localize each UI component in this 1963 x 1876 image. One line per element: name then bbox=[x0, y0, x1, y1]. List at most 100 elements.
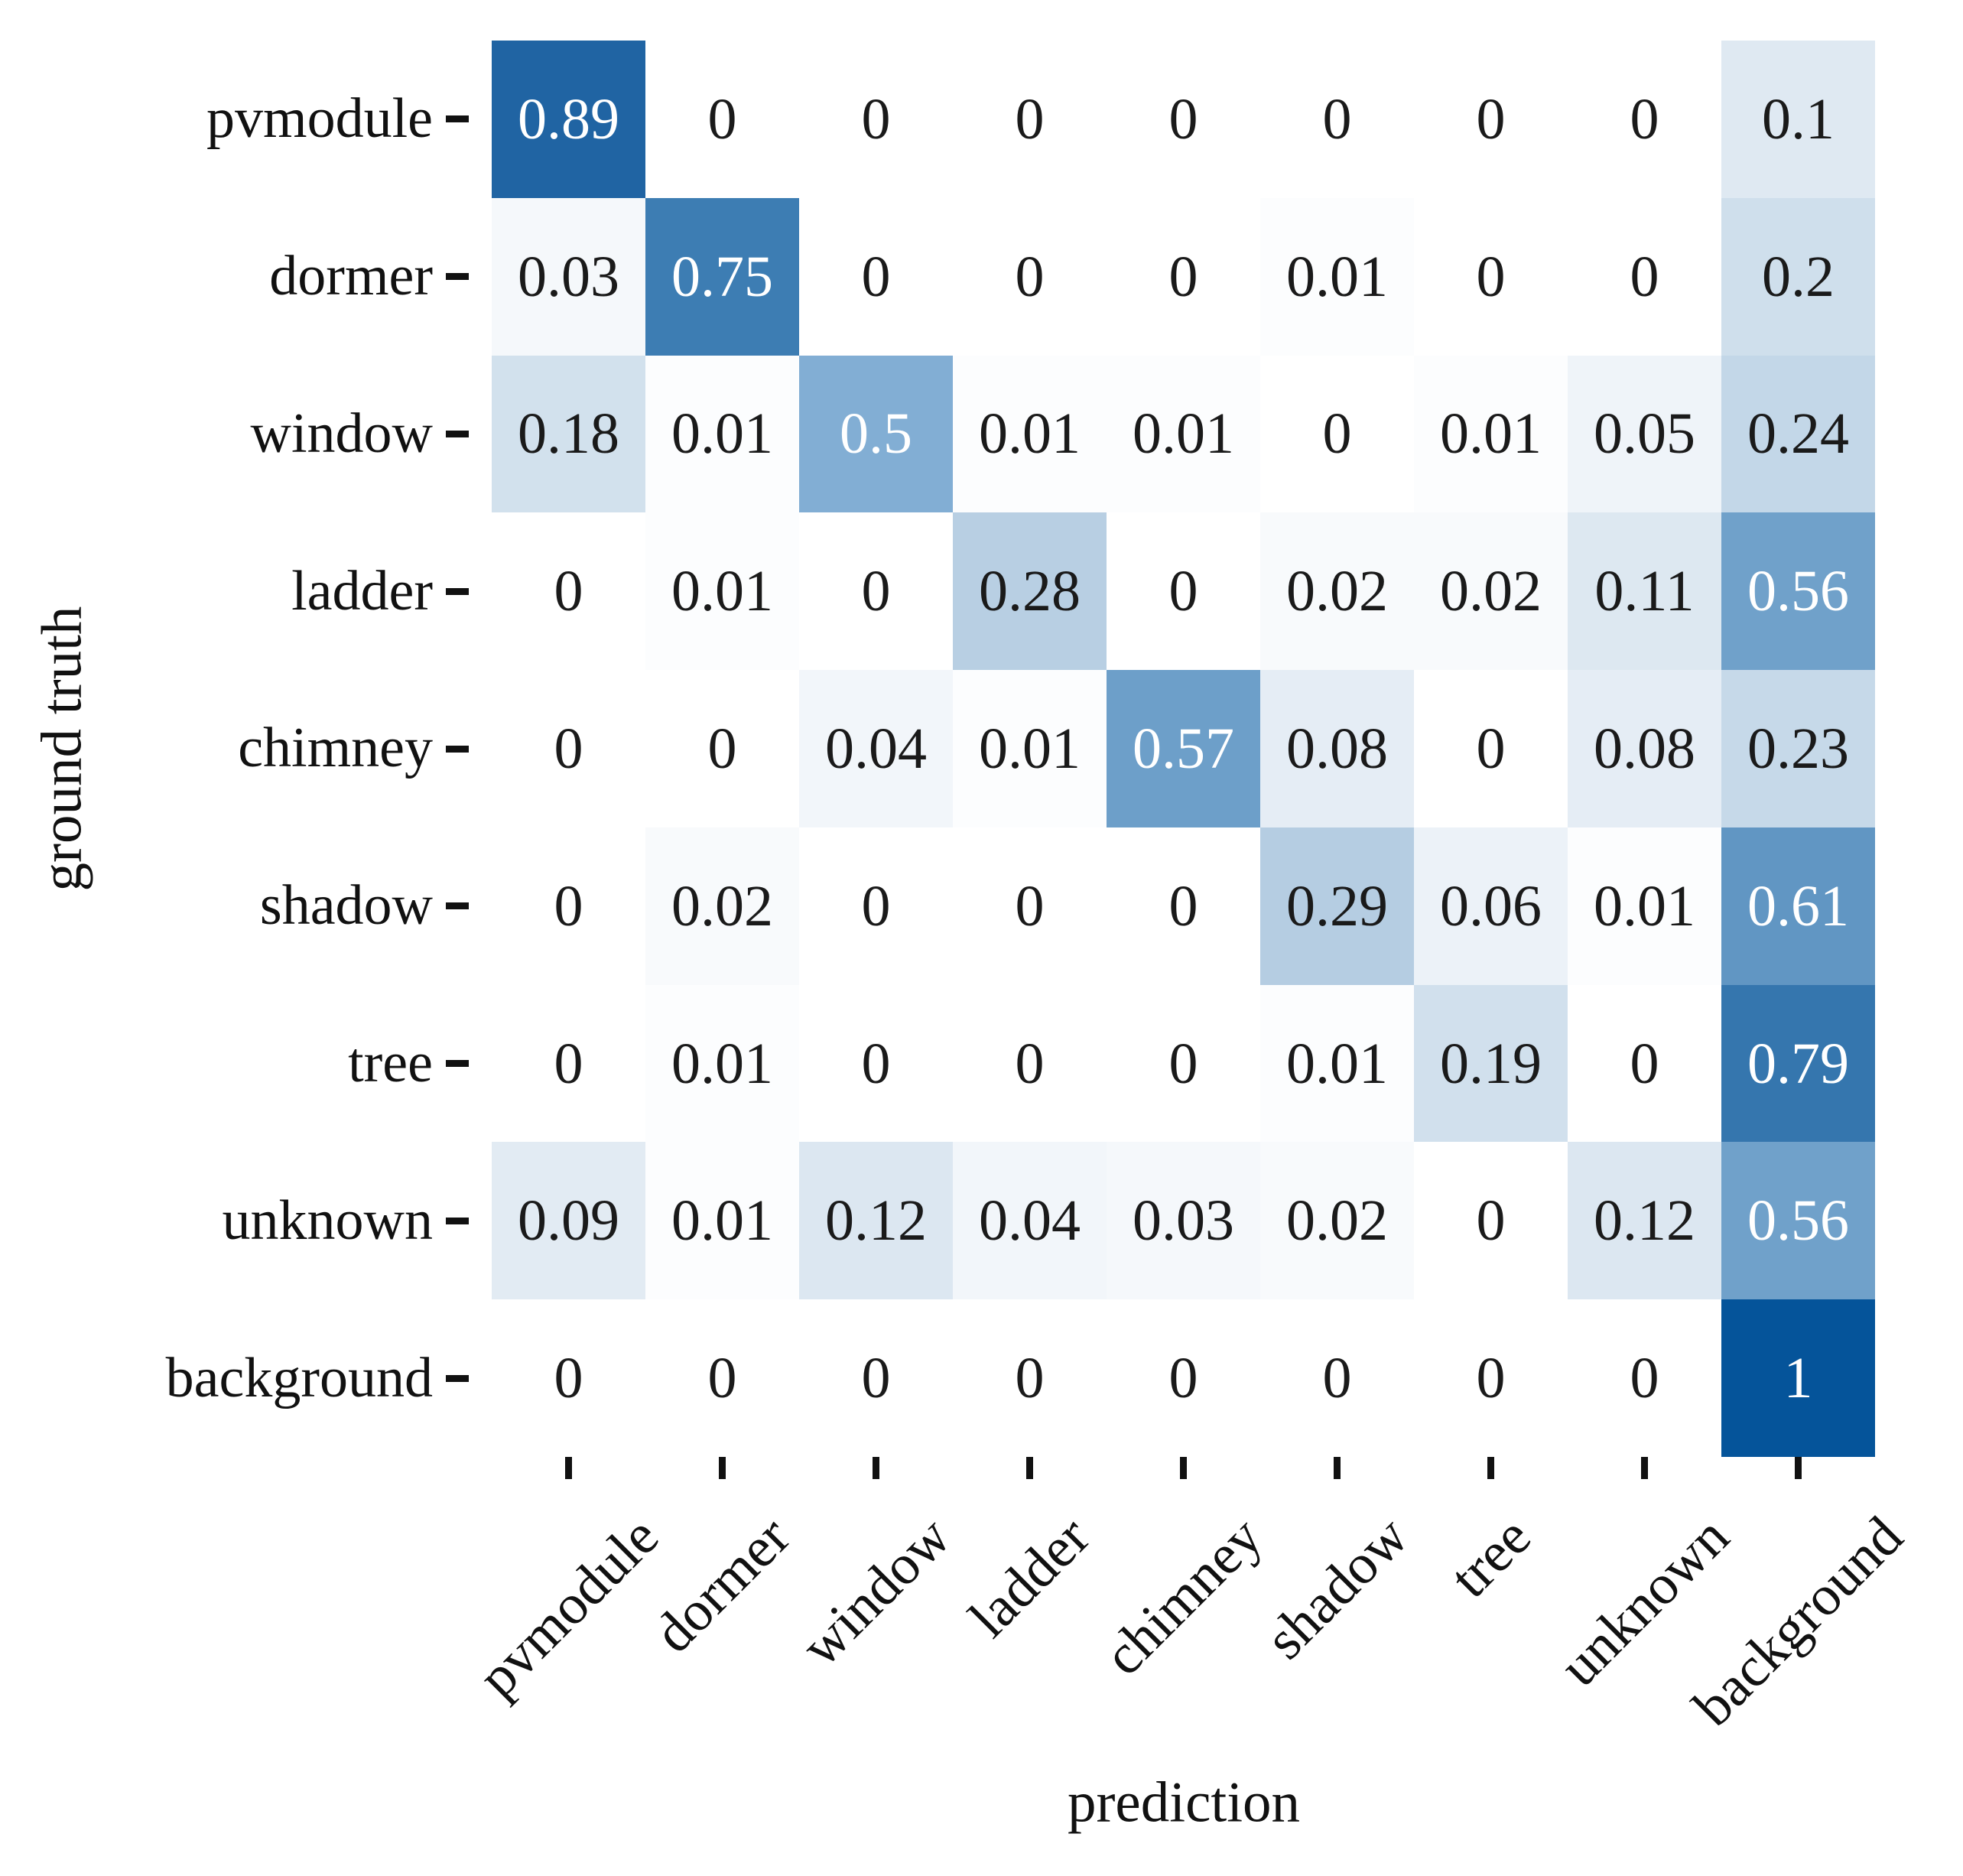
y-tick-label-chimney: chimney bbox=[238, 717, 433, 780]
matrix-cell-chimney-dormer: 0 bbox=[645, 670, 799, 827]
matrix-cell-pvmodule-dormer: 0 bbox=[645, 41, 799, 198]
cell-value: 0.01 bbox=[979, 716, 1081, 781]
matrix-cell-pvmodule-pvmodule: 0.89 bbox=[492, 41, 645, 198]
cell-value: 0.19 bbox=[1440, 1031, 1542, 1096]
cell-value: 0.01 bbox=[671, 1188, 773, 1253]
matrix-cell-shadow-dormer: 0.02 bbox=[645, 827, 799, 985]
cell-value: 0.28 bbox=[979, 559, 1081, 624]
matrix-cell-shadow-tree: 0.06 bbox=[1414, 827, 1568, 985]
matrix-cell-unknown-unknown: 0.12 bbox=[1568, 1142, 1721, 1300]
cell-value: 0.01 bbox=[1286, 244, 1388, 309]
matrix-cell-ladder-dormer: 0.01 bbox=[645, 512, 799, 671]
cell-value: 0.12 bbox=[1594, 1188, 1695, 1253]
cell-value: 1 bbox=[1783, 1346, 1813, 1411]
y-tick-mark bbox=[446, 1060, 469, 1068]
matrix-cell-chimney-tree: 0 bbox=[1414, 670, 1568, 827]
cell-value: 0.11 bbox=[1594, 559, 1695, 624]
x-tick-mark bbox=[1795, 1457, 1802, 1479]
cell-value: 0.08 bbox=[1594, 716, 1695, 781]
matrix-cell-unknown-window: 0.12 bbox=[799, 1142, 953, 1300]
matrix-cell-chimney-shadow: 0.08 bbox=[1260, 670, 1414, 827]
matrix-cell-background-background: 1 bbox=[1721, 1299, 1875, 1457]
matrix-cell-window-shadow: 0 bbox=[1260, 355, 1414, 513]
x-tick-label-tree: tree bbox=[1438, 1505, 1543, 1610]
matrix-cell-window-tree: 0.01 bbox=[1414, 355, 1568, 513]
matrix-cell-shadow-chimney: 0 bbox=[1107, 827, 1260, 985]
matrix-cell-dormer-unknown: 0 bbox=[1568, 197, 1721, 356]
matrix-cell-dormer-chimney: 0 bbox=[1107, 197, 1260, 356]
cell-value: 0 bbox=[1015, 873, 1045, 938]
matrix-cell-tree-tree: 0.19 bbox=[1414, 984, 1568, 1143]
matrix-cell-ladder-tree: 0.02 bbox=[1414, 512, 1568, 671]
matrix-cell-dormer-dormer: 0.75 bbox=[645, 197, 799, 356]
cell-value: 0.03 bbox=[1133, 1188, 1234, 1253]
cell-value: 0.05 bbox=[1594, 402, 1695, 467]
matrix-cell-tree-unknown: 0 bbox=[1568, 984, 1721, 1143]
x-tick-mark bbox=[1180, 1457, 1187, 1479]
matrix-cell-window-background: 0.24 bbox=[1721, 355, 1875, 513]
matrix-cell-shadow-shadow: 0.29 bbox=[1260, 827, 1414, 985]
cell-value: 0 bbox=[554, 873, 583, 938]
matrix-cell-unknown-background: 0.56 bbox=[1721, 1142, 1875, 1300]
x-tick-mark bbox=[1026, 1457, 1033, 1479]
y-tick-label-ladder: ladder bbox=[291, 559, 433, 623]
cell-value: 0 bbox=[554, 1031, 583, 1096]
matrix-cell-background-shadow: 0 bbox=[1260, 1299, 1414, 1457]
y-tick-mark bbox=[446, 430, 469, 437]
cell-value: 0 bbox=[554, 559, 583, 624]
matrix-cell-unknown-ladder: 0.04 bbox=[953, 1142, 1107, 1300]
cell-value: 0.02 bbox=[1286, 559, 1388, 624]
matrix-cell-background-dormer: 0 bbox=[645, 1299, 799, 1457]
cell-value: 0 bbox=[1322, 86, 1352, 151]
cell-value: 0 bbox=[1168, 1346, 1198, 1411]
matrix-cell-shadow-ladder: 0 bbox=[953, 827, 1107, 985]
cell-value: 0.2 bbox=[1762, 244, 1835, 309]
x-tick-mark bbox=[1487, 1457, 1494, 1479]
y-tick-mark bbox=[446, 587, 469, 595]
cell-value: 0 bbox=[1168, 244, 1198, 309]
y-tick-mark bbox=[446, 745, 469, 753]
matrix-cell-pvmodule-tree: 0 bbox=[1414, 41, 1568, 198]
cell-value: 0 bbox=[861, 244, 891, 309]
matrix-cell-tree-window: 0 bbox=[799, 984, 953, 1143]
cell-value: 0 bbox=[1322, 402, 1352, 467]
matrix-cell-background-tree: 0 bbox=[1414, 1299, 1568, 1457]
matrix-cell-unknown-shadow: 0.02 bbox=[1260, 1142, 1414, 1300]
x-tick-label-dormer: dormer bbox=[642, 1505, 802, 1666]
y-tick-label-unknown: unknown bbox=[222, 1188, 433, 1252]
x-tick-mark bbox=[1334, 1457, 1341, 1479]
matrix-cell-window-ladder: 0.01 bbox=[953, 355, 1107, 513]
cell-value: 0.01 bbox=[1133, 402, 1234, 467]
y-tick-mark bbox=[446, 115, 469, 123]
matrix-cell-ladder-ladder: 0.28 bbox=[953, 512, 1107, 671]
cell-value: 0.01 bbox=[671, 402, 773, 467]
matrix-cell-chimney-window: 0.04 bbox=[799, 670, 953, 827]
cell-value: 0 bbox=[1015, 1346, 1045, 1411]
matrix-cell-ladder-background: 0.56 bbox=[1721, 512, 1875, 671]
matrix-cell-pvmodule-shadow: 0 bbox=[1260, 41, 1414, 198]
y-tick-label-tree: tree bbox=[348, 1032, 433, 1095]
matrix-cell-pvmodule-chimney: 0 bbox=[1107, 41, 1260, 198]
cell-value: 0 bbox=[554, 1346, 583, 1411]
matrix-cell-ladder-shadow: 0.02 bbox=[1260, 512, 1414, 671]
matrix-cell-unknown-dormer: 0.01 bbox=[645, 1142, 799, 1300]
matrix-cell-ladder-pvmodule: 0 bbox=[492, 512, 645, 671]
y-tick-mark bbox=[446, 902, 469, 910]
matrix-cell-background-chimney: 0 bbox=[1107, 1299, 1260, 1457]
x-tick-label-shadow: shadow bbox=[1253, 1504, 1420, 1672]
cell-value: 0.29 bbox=[1286, 873, 1388, 938]
x-tick-mark bbox=[565, 1457, 572, 1479]
cell-value: 0.04 bbox=[825, 716, 927, 781]
y-tick-label-shadow: shadow bbox=[259, 874, 433, 938]
cell-value: 0.18 bbox=[518, 402, 619, 467]
y-tick-label-pvmodule: pvmodule bbox=[206, 87, 433, 151]
matrix-cell-dormer-window: 0 bbox=[799, 197, 953, 356]
matrix-cell-chimney-unknown: 0.08 bbox=[1568, 670, 1721, 827]
cell-value: 0 bbox=[1168, 873, 1198, 938]
y-axis-title: ground truth bbox=[30, 606, 94, 892]
cell-value: 0 bbox=[1168, 86, 1198, 151]
matrix-cell-shadow-unknown: 0.01 bbox=[1568, 827, 1721, 985]
matrix-cell-unknown-tree: 0 bbox=[1414, 1142, 1568, 1300]
x-tick-mark bbox=[719, 1457, 726, 1479]
matrix-cell-dormer-shadow: 0.01 bbox=[1260, 197, 1414, 356]
